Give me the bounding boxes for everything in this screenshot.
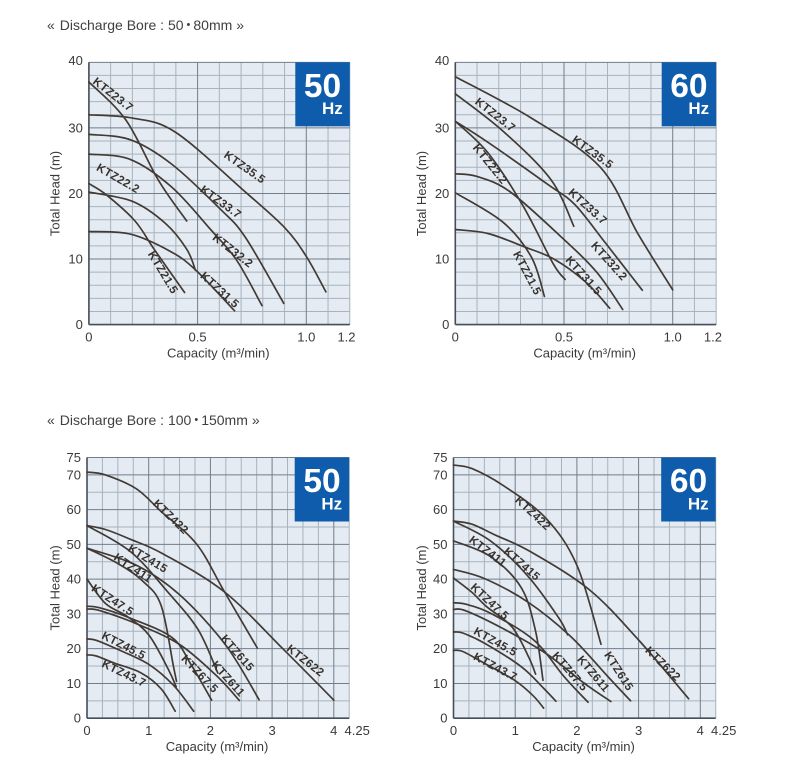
svg-text:0: 0 xyxy=(76,317,83,332)
svg-text:Hz: Hz xyxy=(321,494,342,513)
svg-text:10: 10 xyxy=(67,676,81,691)
svg-text:10: 10 xyxy=(433,676,447,691)
svg-text:4.25: 4.25 xyxy=(345,723,370,738)
svg-text:10: 10 xyxy=(435,252,449,267)
svg-text:0: 0 xyxy=(74,711,81,726)
svg-text:«Discharge Bore : 100•150mm»: «Discharge Bore : 100 • 150mm» xyxy=(47,412,260,428)
svg-text:40: 40 xyxy=(68,53,82,68)
svg-text:40: 40 xyxy=(435,53,449,68)
svg-text:75: 75 xyxy=(433,450,447,465)
svg-text:0.5: 0.5 xyxy=(555,330,573,345)
svg-text:4: 4 xyxy=(697,723,704,738)
svg-text:2: 2 xyxy=(207,723,214,738)
svg-text:60: 60 xyxy=(670,68,707,105)
svg-text:20: 20 xyxy=(67,641,81,656)
svg-text:Capacity (m³/min): Capacity (m³/min) xyxy=(532,739,635,754)
svg-text:1: 1 xyxy=(512,723,519,738)
svg-text:1.0: 1.0 xyxy=(297,330,315,345)
svg-text:50: 50 xyxy=(433,537,447,552)
svg-text:30: 30 xyxy=(68,120,82,135)
svg-text:Hz: Hz xyxy=(322,99,343,118)
svg-text:30: 30 xyxy=(435,120,449,135)
svg-text:1.2: 1.2 xyxy=(704,330,722,345)
svg-text:50: 50 xyxy=(303,463,340,500)
svg-text:Hz: Hz xyxy=(688,494,709,513)
svg-text:20: 20 xyxy=(435,186,449,201)
svg-text:Capacity (m³/min): Capacity (m³/min) xyxy=(533,346,636,361)
svg-text:Total Head (m): Total Head (m) xyxy=(48,545,63,630)
svg-text:60: 60 xyxy=(670,463,707,500)
svg-text:40: 40 xyxy=(433,572,447,587)
svg-text:4: 4 xyxy=(330,723,337,738)
svg-text:Capacity (m³/min): Capacity (m³/min) xyxy=(166,739,269,754)
svg-text:40: 40 xyxy=(67,572,81,587)
svg-text:10: 10 xyxy=(68,252,82,267)
svg-text:4.25: 4.25 xyxy=(711,723,736,738)
svg-text:60: 60 xyxy=(67,502,81,517)
svg-text:30: 30 xyxy=(433,606,447,621)
svg-text:0: 0 xyxy=(442,317,449,332)
svg-text:Total Head (m): Total Head (m) xyxy=(48,151,63,236)
svg-text:50: 50 xyxy=(304,68,341,105)
svg-text:70: 70 xyxy=(67,467,81,482)
svg-text:60: 60 xyxy=(433,502,447,517)
svg-text:20: 20 xyxy=(433,641,447,656)
svg-text:0: 0 xyxy=(452,330,459,345)
svg-text:Total Head (m): Total Head (m) xyxy=(414,545,429,630)
svg-text:Hz: Hz xyxy=(688,99,709,118)
svg-text:50: 50 xyxy=(67,537,81,552)
svg-text:Capacity (m³/min): Capacity (m³/min) xyxy=(167,346,270,361)
svg-text:70: 70 xyxy=(433,467,447,482)
svg-text:0: 0 xyxy=(450,723,457,738)
svg-text:0: 0 xyxy=(440,711,447,726)
svg-text:1: 1 xyxy=(145,723,152,738)
svg-text:2: 2 xyxy=(573,723,580,738)
svg-text:0: 0 xyxy=(85,330,92,345)
svg-text:75: 75 xyxy=(67,450,81,465)
svg-text:Total Head (m): Total Head (m) xyxy=(414,151,429,236)
svg-text:3: 3 xyxy=(268,723,275,738)
svg-text:20: 20 xyxy=(68,186,82,201)
svg-text:«Discharge Bore : 50•80mm»: «Discharge Bore : 50 • 80mm» xyxy=(47,17,244,33)
svg-text:3: 3 xyxy=(635,723,642,738)
svg-text:0.5: 0.5 xyxy=(189,330,207,345)
svg-text:1.0: 1.0 xyxy=(664,330,682,345)
svg-text:30: 30 xyxy=(67,606,81,621)
svg-text:1.2: 1.2 xyxy=(337,330,355,345)
svg-text:0: 0 xyxy=(83,723,90,738)
